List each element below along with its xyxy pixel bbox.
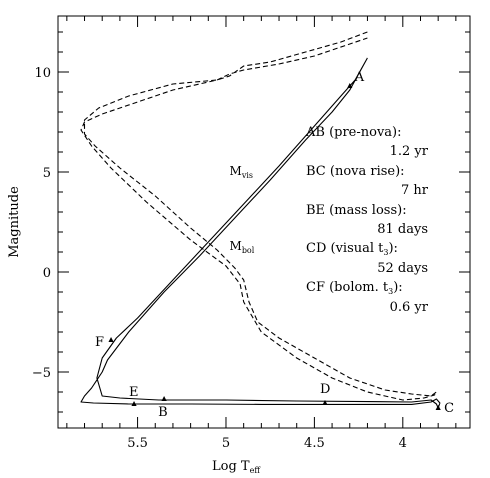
- annotation-cd: CD (visual t3):: [306, 241, 398, 257]
- y-axis-label: Magnitude: [7, 186, 22, 258]
- point-d-marker: [322, 400, 328, 405]
- annotation-bc: BC (nova rise):: [306, 164, 405, 179]
- point-a-label: A: [354, 70, 365, 85]
- m-bol-curve: [80, 57, 441, 409]
- tick-labels: 5.5 5 4.5 4 −5 0 5 10: [32, 66, 407, 451]
- ticks: [58, 16, 470, 428]
- point-d-label: D: [320, 382, 330, 397]
- x-tick-label: 5: [222, 436, 230, 451]
- point-markers: A B C D E F: [95, 70, 454, 420]
- point-e-marker: [131, 401, 137, 406]
- x-axis-label: Log Teff: [212, 459, 261, 475]
- annotation-block: AB (pre-nova): 1.2 yr BC (nova rise): 7 …: [305, 125, 429, 315]
- annotation-ab: AB (pre-nova):: [305, 125, 402, 140]
- point-f-marker: [108, 337, 114, 342]
- y-tick-label: 0: [43, 266, 51, 281]
- annotation-be-value: 81 days: [377, 222, 428, 237]
- point-c-marker: [435, 405, 441, 410]
- y-tick-label: −5: [32, 366, 51, 381]
- plot-frame: [57, 15, 471, 429]
- point-a-marker: [347, 83, 353, 88]
- m-vis-curve: [80, 31, 437, 401]
- curves: Mbol Mvis: [80, 31, 441, 409]
- annotation-bc-value: 7 hr: [401, 183, 429, 198]
- y-tick-label: 5: [43, 166, 51, 181]
- annotation-be: BE (mass loss):: [306, 203, 407, 218]
- annotation-cf-value: 0.6 yr: [390, 300, 429, 315]
- annotation-ab-value: 1.2 yr: [390, 144, 429, 159]
- m-bol-label: Mbol: [230, 239, 255, 255]
- x-tick-label: 4.5: [304, 436, 325, 451]
- annotation-cd-value: 52 days: [377, 261, 428, 276]
- point-c-label: C: [444, 401, 454, 416]
- x-tick-label: 4: [399, 436, 407, 451]
- m-vis-label: Mvis: [230, 164, 253, 180]
- annotation-cf: CF (bolom. t3):: [306, 280, 403, 296]
- point-b-label: B: [158, 405, 168, 420]
- point-f-label: F: [95, 335, 104, 350]
- x-tick-label: 5.5: [127, 436, 148, 451]
- y-tick-label: 10: [34, 66, 51, 81]
- point-b-marker: [161, 396, 167, 401]
- point-e-label: E: [129, 385, 139, 400]
